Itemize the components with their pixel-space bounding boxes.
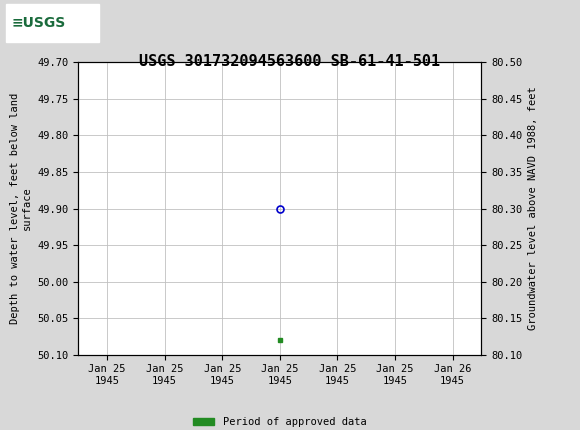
- Y-axis label: Groundwater level above NAVD 1988, feet: Groundwater level above NAVD 1988, feet: [528, 87, 538, 330]
- Y-axis label: Depth to water level, feet below land
surface: Depth to water level, feet below land su…: [10, 93, 32, 324]
- Text: USGS 301732094563600 SB-61-41-501: USGS 301732094563600 SB-61-41-501: [139, 54, 441, 69]
- Bar: [6, 3, 99, 42]
- Legend: Period of approved data: Period of approved data: [189, 413, 371, 430]
- Text: ≡USGS: ≡USGS: [12, 15, 66, 30]
